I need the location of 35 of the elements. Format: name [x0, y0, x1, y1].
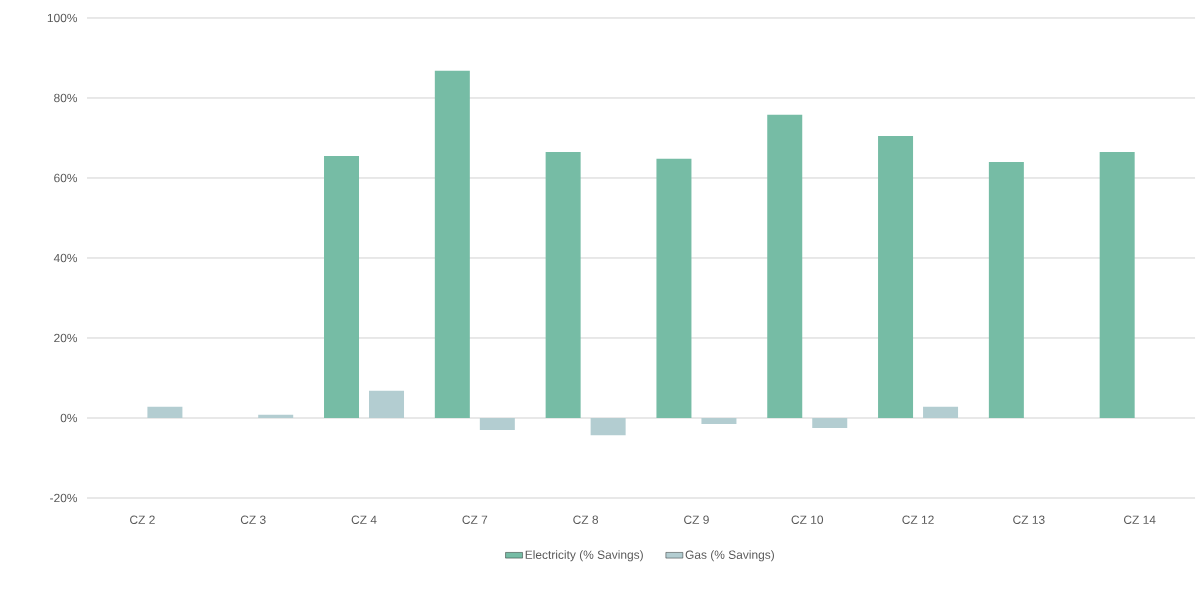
x-tick-label: CZ 9	[684, 515, 709, 524]
x-tick-label: CZ 4	[351, 515, 377, 524]
bar	[258, 414, 294, 418]
legend-label: Gas (% Savings)	[685, 550, 774, 562]
y-tick-label: -20%	[50, 493, 78, 503]
bar	[923, 406, 959, 418]
bar	[656, 158, 692, 418]
y-tick-label: 100%	[47, 13, 78, 23]
x-tick-label: CZ 10	[791, 515, 824, 524]
x-tick-label: CZ 12	[902, 515, 934, 524]
bar	[878, 136, 914, 418]
x-tick-label: CZ 8	[573, 515, 599, 524]
bar	[701, 418, 737, 424]
y-tick-label: 40%	[53, 253, 78, 263]
bar	[812, 418, 848, 428]
x-tick-label: CZ 7	[462, 515, 488, 524]
bar	[988, 162, 1024, 418]
x-tick-label: CZ 14	[1124, 515, 1156, 524]
bar	[545, 152, 581, 418]
bar	[767, 114, 803, 418]
y-tick-label: 60%	[54, 173, 78, 183]
y-tick-label: 20%	[54, 333, 78, 343]
bar	[1099, 152, 1135, 418]
x-tick-label: CZ 2	[130, 515, 155, 524]
bar	[324, 156, 360, 418]
bar	[434, 70, 470, 418]
y-tick-label: 80%	[54, 93, 78, 103]
bar	[369, 390, 405, 418]
bar	[590, 418, 626, 436]
legend-label: Electricity (% Savings)	[525, 550, 643, 562]
x-tick-label: CZ 3	[240, 515, 266, 524]
y-tick-label: 0%	[60, 413, 78, 423]
bar	[147, 406, 183, 418]
x-tick-label: CZ 13	[1013, 515, 1045, 524]
bar	[479, 418, 515, 430]
